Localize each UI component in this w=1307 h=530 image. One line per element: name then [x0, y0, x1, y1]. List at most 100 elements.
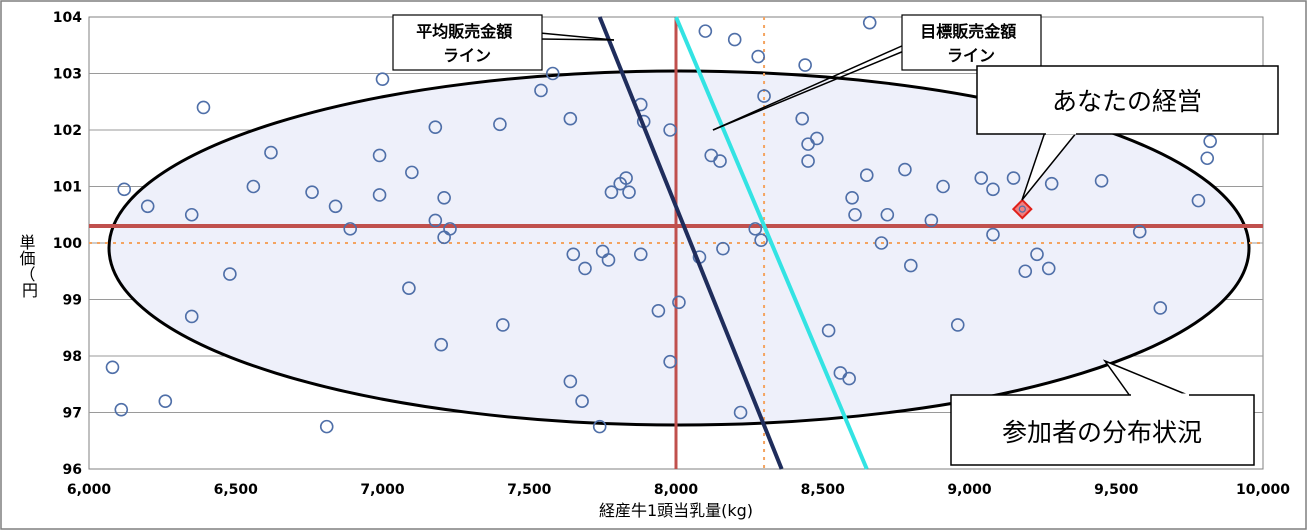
- participant-point: [1191, 193, 1206, 208]
- participant-point: [619, 171, 633, 185]
- participant-point: [651, 303, 666, 318]
- participant-point: [105, 360, 120, 375]
- participant-point: [798, 58, 812, 72]
- participant-point: [986, 182, 1000, 197]
- participant-point: [713, 154, 727, 168]
- participant-point: [845, 191, 859, 205]
- y-axis-title-char-1: 単: [19, 233, 35, 252]
- y-tick-label: 103: [53, 67, 82, 83]
- participant-point: [563, 111, 578, 126]
- participant-point: [578, 261, 592, 276]
- participant-point: [986, 227, 1000, 242]
- y-axis-title: 単 価 （ 円: [19, 233, 40, 300]
- participant-point: [443, 222, 457, 236]
- x-tick-label: 6,000: [67, 482, 112, 498]
- target-sales-line: [674, 16, 869, 470]
- participant-point: [801, 154, 815, 168]
- y-axis-title-char-3: （: [19, 265, 35, 284]
- participant-point: [223, 267, 237, 281]
- participant-point: [158, 394, 173, 409]
- participant-point: [1006, 171, 1021, 185]
- participant-point: [305, 185, 319, 199]
- y-axis-title-char-2: 価: [19, 249, 35, 268]
- participant-point: [757, 89, 771, 103]
- participant-points: [105, 15, 1217, 434]
- participant-point: [1044, 176, 1059, 191]
- participant-point: [663, 123, 677, 137]
- x-tick-label: 9,500: [1094, 482, 1139, 498]
- participant-point: [140, 199, 155, 214]
- participant-point: [375, 72, 390, 86]
- x-tick-label: 9,000: [947, 482, 992, 498]
- target-line-callout: 目標販売金額 ライン: [712, 14, 1042, 131]
- participant-point: [1094, 174, 1109, 188]
- participant-point: [534, 83, 548, 98]
- participant-point: [810, 131, 824, 146]
- participant-point: [974, 171, 989, 185]
- your-farm-point: [1018, 205, 1026, 213]
- average-line-callout: 平均販売金額 ライン: [392, 14, 615, 71]
- participant-point: [748, 222, 763, 236]
- x-tick-label: 8,000: [654, 482, 699, 498]
- participant-point: [114, 402, 129, 417]
- participant-point: [405, 165, 419, 180]
- average-line-label: 平均販売金額 ライン: [416, 22, 518, 65]
- average-sales-line: [597, 16, 784, 470]
- participant-point: [633, 247, 648, 262]
- y-tick-label: 100: [53, 236, 82, 252]
- y-tick-label: 101: [53, 180, 82, 196]
- participant-point: [437, 191, 451, 205]
- participant-point: [862, 15, 877, 30]
- participant-point: [1041, 261, 1056, 276]
- participant-point: [622, 185, 636, 199]
- y-tick-label: 98: [63, 349, 82, 365]
- participant-point: [751, 49, 765, 64]
- participant-point: [672, 295, 686, 310]
- participants-ellipse: [107, 69, 1251, 427]
- x-tick-label: 7,500: [507, 482, 552, 498]
- participant-point: [566, 247, 581, 262]
- participants-label: 参加者の分布状況: [1002, 418, 1202, 447]
- participant-point: [545, 66, 560, 81]
- average-line-label-line1: 平均販売金額: [416, 22, 512, 41]
- y-tick-label: 102: [53, 123, 82, 139]
- participant-point: [319, 419, 334, 434]
- participant-point: [604, 185, 619, 199]
- y-tick-label: 99: [63, 293, 82, 309]
- participant-point: [402, 281, 416, 296]
- participant-point: [1203, 134, 1217, 149]
- participant-point: [601, 253, 616, 267]
- your-farm-marker: [1011, 198, 1033, 220]
- x-tick-label: 10,000: [1236, 482, 1290, 498]
- participant-point: [698, 24, 713, 38]
- participant-point: [1030, 247, 1044, 262]
- your-farm-callout: あなたの経営: [976, 65, 1279, 201]
- participant-point: [1153, 301, 1168, 315]
- your-farm: [1011, 198, 1033, 220]
- participant-point: [428, 213, 443, 228]
- participant-point: [733, 405, 748, 420]
- x-axis-title: 経産牛1頭当乳量(kg): [599, 501, 753, 520]
- your-farm-label: あなたの経営: [1052, 87, 1202, 116]
- participant-point: [1200, 151, 1215, 166]
- participant-point: [898, 162, 912, 177]
- participants-callout: 参加者の分布状況: [950, 359, 1255, 466]
- average-line-label-line2: ライン: [443, 46, 491, 65]
- participant-point: [842, 371, 856, 386]
- participant-point: [880, 207, 895, 222]
- participant-point: [264, 145, 278, 160]
- participant-point: [372, 188, 387, 202]
- participant-point: [903, 258, 918, 273]
- participant-point: [859, 168, 874, 182]
- participant-point: [663, 354, 677, 369]
- y-tick-label: 97: [63, 406, 82, 422]
- participant-point: [434, 337, 449, 352]
- y-tick-label: 96: [63, 462, 82, 478]
- participant-point: [950, 318, 965, 332]
- y-tick-label: 104: [53, 10, 82, 26]
- participant-point: [196, 100, 211, 115]
- target-line-label: 目標販売金額 ライン: [920, 22, 1022, 65]
- participant-point: [184, 207, 199, 222]
- participant-point: [343, 222, 358, 236]
